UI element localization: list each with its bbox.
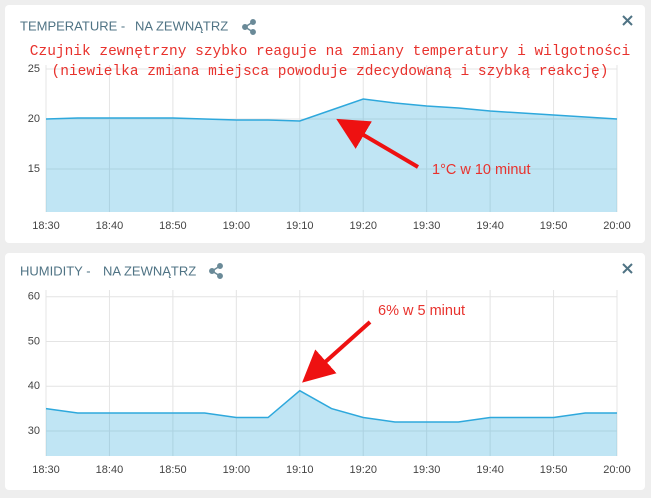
close-button[interactable] xyxy=(622,15,633,26)
y-tick-label: 50 xyxy=(28,335,40,347)
area xyxy=(46,390,617,456)
x-tick-label: 19:50 xyxy=(540,220,568,232)
x-tick-label: 19:30 xyxy=(413,464,441,476)
y-tick-label: 25 xyxy=(28,63,40,75)
x-tick-label: 19:10 xyxy=(286,464,314,476)
x-tick-label: 19:40 xyxy=(476,220,504,232)
area xyxy=(46,99,617,212)
x-tick-label: 18:30 xyxy=(32,464,60,476)
x-tick-label: 19:40 xyxy=(476,464,504,476)
x-tick-label: 19:00 xyxy=(223,220,251,232)
x-tick-label: 20:00 xyxy=(603,220,631,232)
y-tick-label: 15 xyxy=(28,163,40,175)
close-button[interactable] xyxy=(622,263,633,274)
x-tick-label: 19:20 xyxy=(349,220,377,232)
x-tick-label: 19:30 xyxy=(413,220,441,232)
arrow xyxy=(302,320,372,383)
panel-subtitle: NA ZEWNĄTRZ xyxy=(135,18,228,33)
x-tick-label: 19:00 xyxy=(223,464,251,476)
annotation: Czujnik zewnętrzny szybko reaguje na zmi… xyxy=(30,44,630,60)
x-tick-label: 18:40 xyxy=(96,464,124,476)
panel-subtitle: NA ZEWNĄTRZ xyxy=(103,263,196,278)
annotation: 6% w 5 minut xyxy=(378,303,465,319)
panel xyxy=(5,5,645,243)
x-tick-label: 18:50 xyxy=(159,220,187,232)
x-tick-label: 19:50 xyxy=(540,464,568,476)
share-icon[interactable] xyxy=(209,263,223,279)
x-tick-label: 18:30 xyxy=(32,220,60,232)
line xyxy=(45,389,617,423)
annotation: 1°C w 10 minut xyxy=(432,162,530,178)
x-tick-label: 19:20 xyxy=(349,464,377,476)
y-tick-label: 40 xyxy=(28,380,40,392)
annotation: (niewielka zmiana miejsca powoduje zdecy… xyxy=(52,64,609,80)
y-tick-label: 30 xyxy=(28,425,40,437)
line xyxy=(45,98,618,122)
y-tick-label: 60 xyxy=(28,291,40,303)
share-icon[interactable] xyxy=(242,19,256,35)
x-tick-label: 18:40 xyxy=(96,220,124,232)
panel-title: TEMPERATURE - xyxy=(20,18,125,33)
y-tick-label: 20 xyxy=(28,113,40,125)
x-tick-label: 18:50 xyxy=(159,464,187,476)
x-tick-label: 19:10 xyxy=(286,220,314,232)
arrow xyxy=(336,118,420,169)
panel-title: HUMIDITY - xyxy=(20,263,91,278)
x-tick-label: 20:00 xyxy=(603,464,631,476)
